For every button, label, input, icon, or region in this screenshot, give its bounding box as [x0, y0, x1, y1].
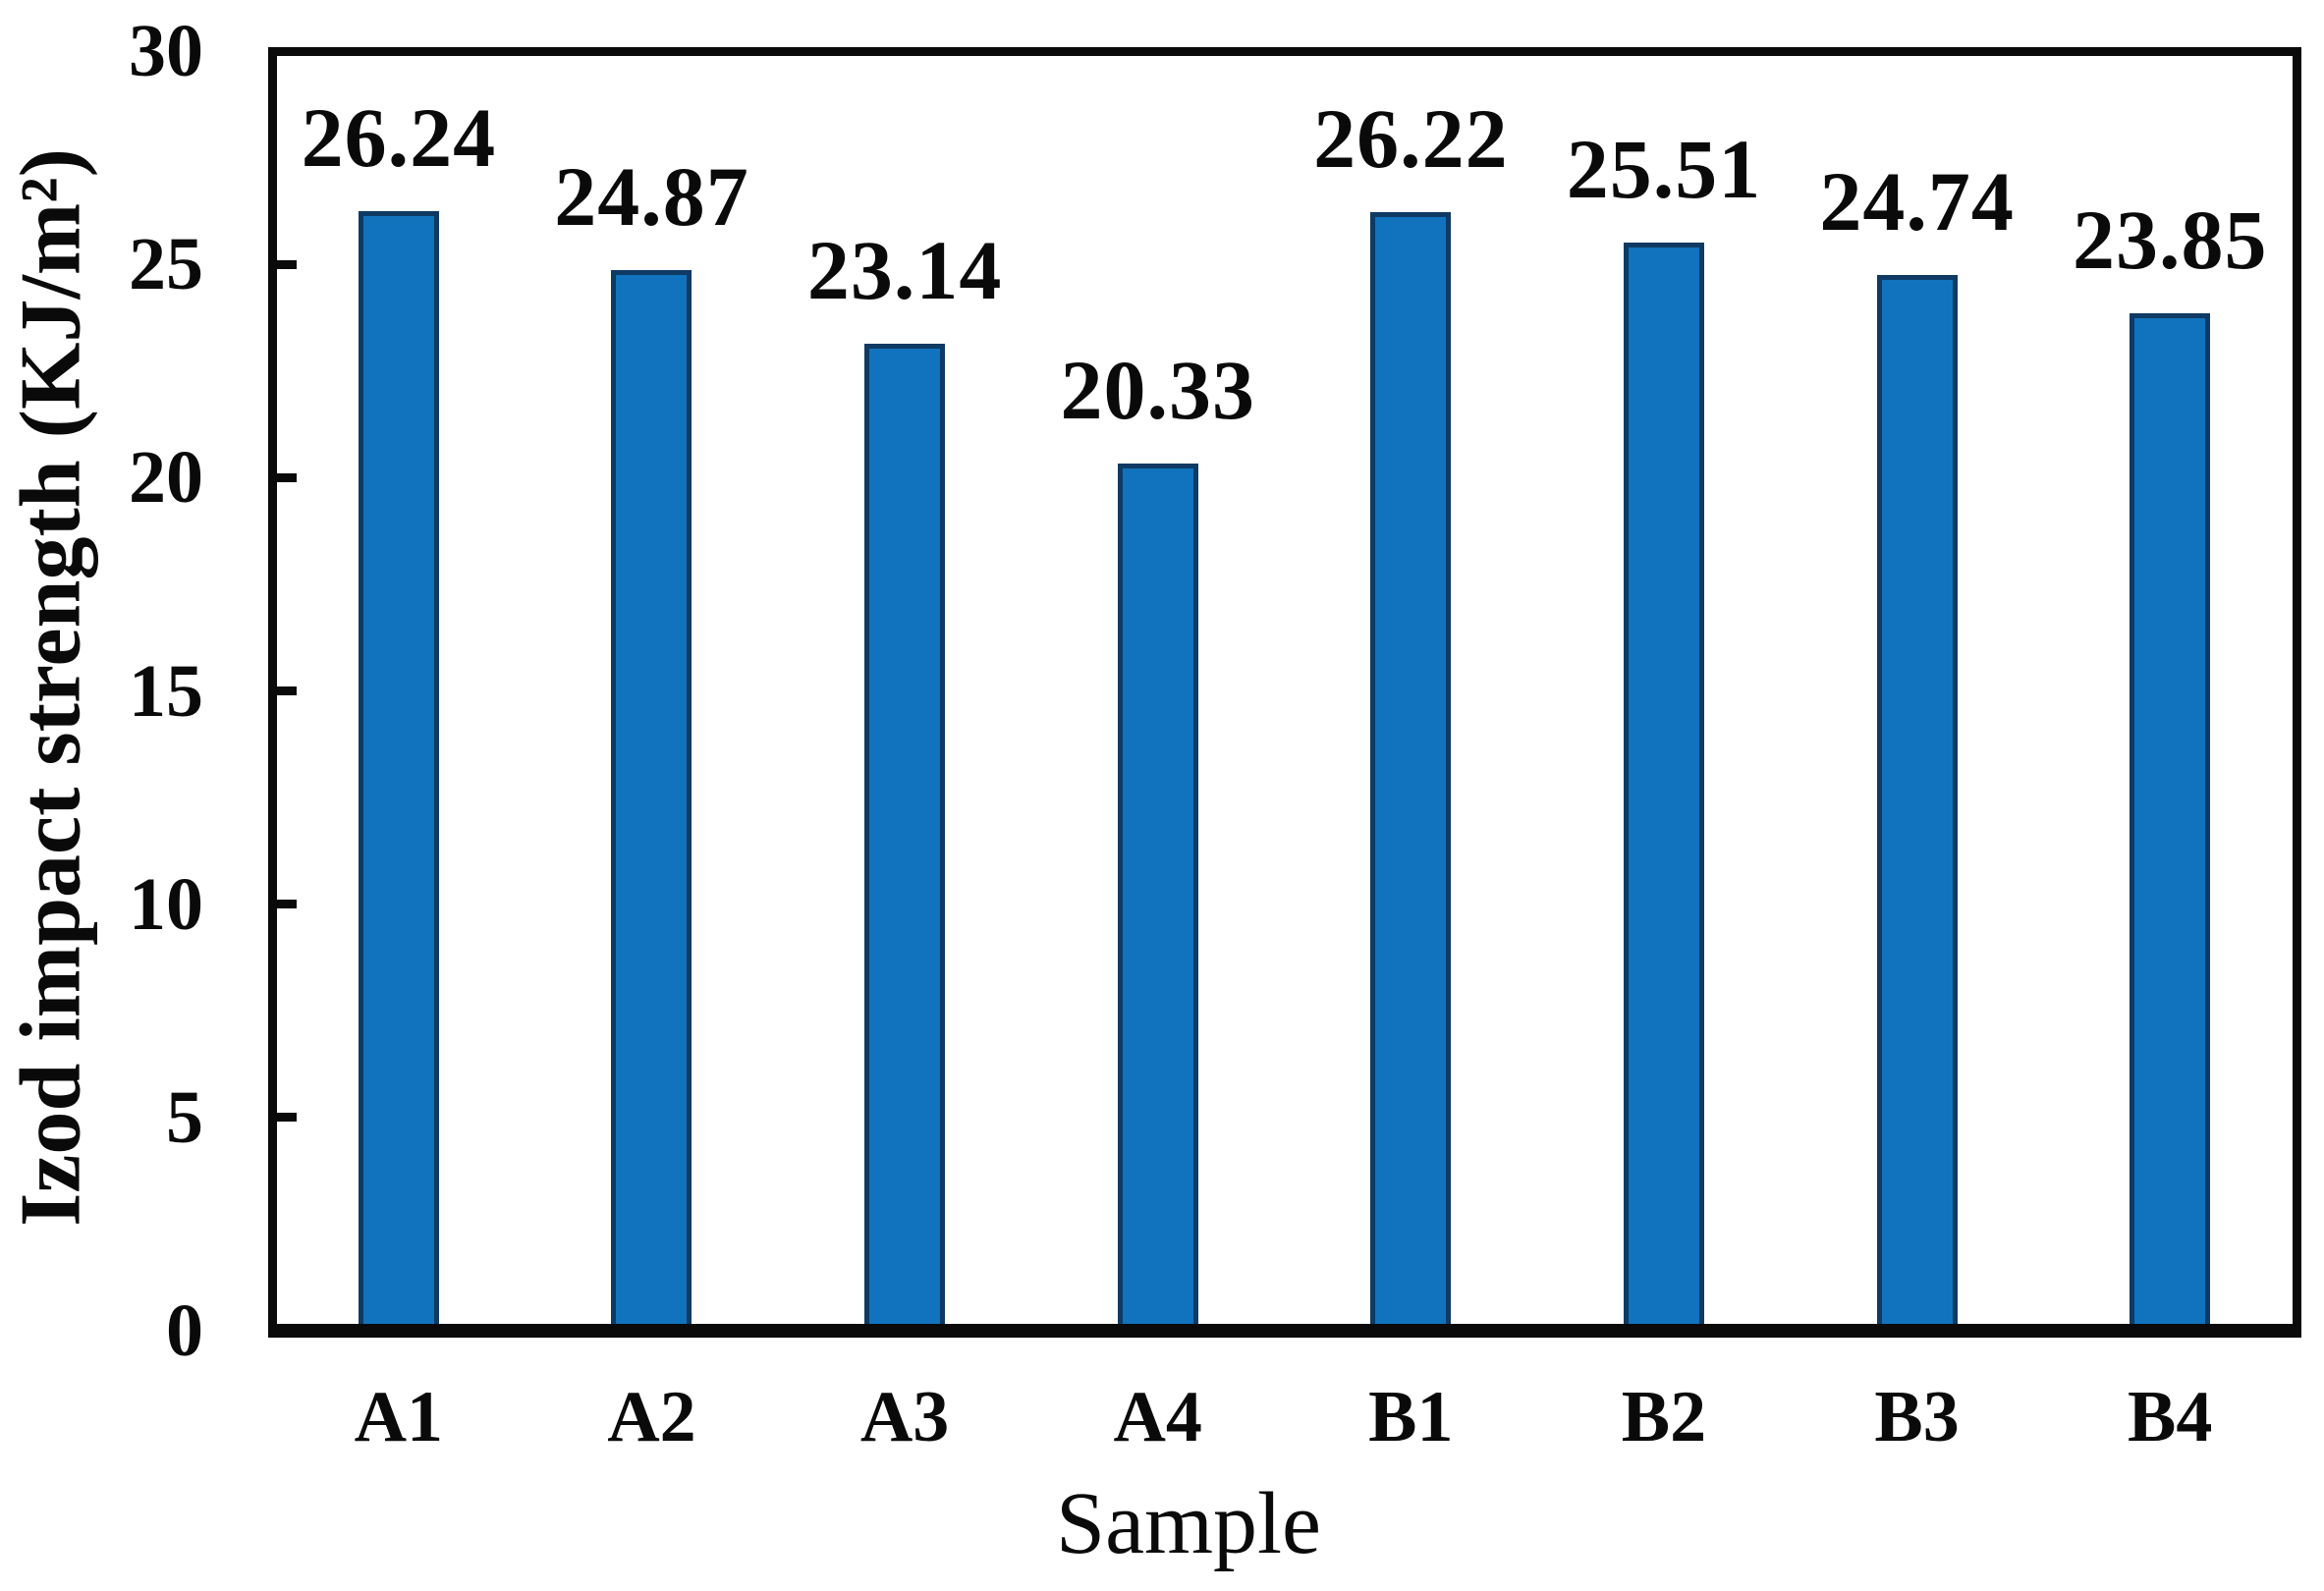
x-tick-label-B2: B2: [1621, 1377, 1707, 1457]
y-axis-line: [267, 46, 277, 1338]
y-tick-label-25: 25: [129, 223, 203, 306]
y-tick-mark-10: [276, 900, 297, 909]
bar-B4: [2130, 313, 2211, 1335]
x-tick-label-A2: A2: [607, 1377, 696, 1457]
bar-B2: [1623, 243, 1704, 1335]
x-tick-label-B1: B1: [1368, 1377, 1454, 1457]
bar-value-label-B3: 24.74: [1819, 154, 2015, 249]
y-tick-label-10: 10: [129, 862, 203, 946]
y-tick-label-15: 15: [129, 649, 203, 733]
bar-A4: [1117, 464, 1198, 1335]
x-tick-label-A4: A4: [1113, 1377, 1202, 1457]
x-axis-title: Sample: [1056, 1475, 1321, 1572]
x-tick-label-A1: A1: [354, 1377, 444, 1457]
bar-B1: [1370, 212, 1452, 1335]
x-tick-label-B3: B3: [1874, 1377, 1960, 1457]
y-tick-mark-20: [276, 472, 297, 482]
bar-value-label-B4: 23.85: [2072, 192, 2268, 288]
x-tick-label-A3: A3: [859, 1377, 950, 1457]
y-tick-mark-5: [276, 1113, 297, 1123]
bar-value-label-A4: 20.33: [1060, 343, 1255, 437]
y-tick-label-20: 20: [129, 436, 203, 520]
bar-value-label-B2: 25.51: [1566, 122, 1762, 217]
y-tick-label-5: 5: [166, 1075, 203, 1159]
x-tick-label-B4: B4: [2128, 1377, 2213, 1457]
bar-B3: [1876, 275, 1958, 1335]
bar-value-label-A2: 24.87: [554, 148, 749, 244]
right-spine-line: [2292, 46, 2301, 1338]
x-axis-line: [267, 1324, 2301, 1338]
y-axis-title: Izod impact strength (KJ/m²): [3, 148, 99, 1227]
bar-value-label-A1: 26.24: [301, 90, 497, 186]
y-tick-label-0: 0: [166, 1289, 203, 1372]
bar-value-label-B1: 26.22: [1313, 91, 1509, 187]
y-tick-mark-25: [276, 259, 297, 269]
bar-value-label-A3: 23.14: [806, 222, 1003, 317]
bar-A1: [358, 211, 439, 1335]
y-tick-label-30: 30: [129, 10, 203, 92]
top-spine-line: [267, 46, 2301, 56]
bar-A3: [864, 343, 946, 1335]
bar-A2: [611, 269, 692, 1335]
y-tick-mark-15: [276, 686, 297, 695]
